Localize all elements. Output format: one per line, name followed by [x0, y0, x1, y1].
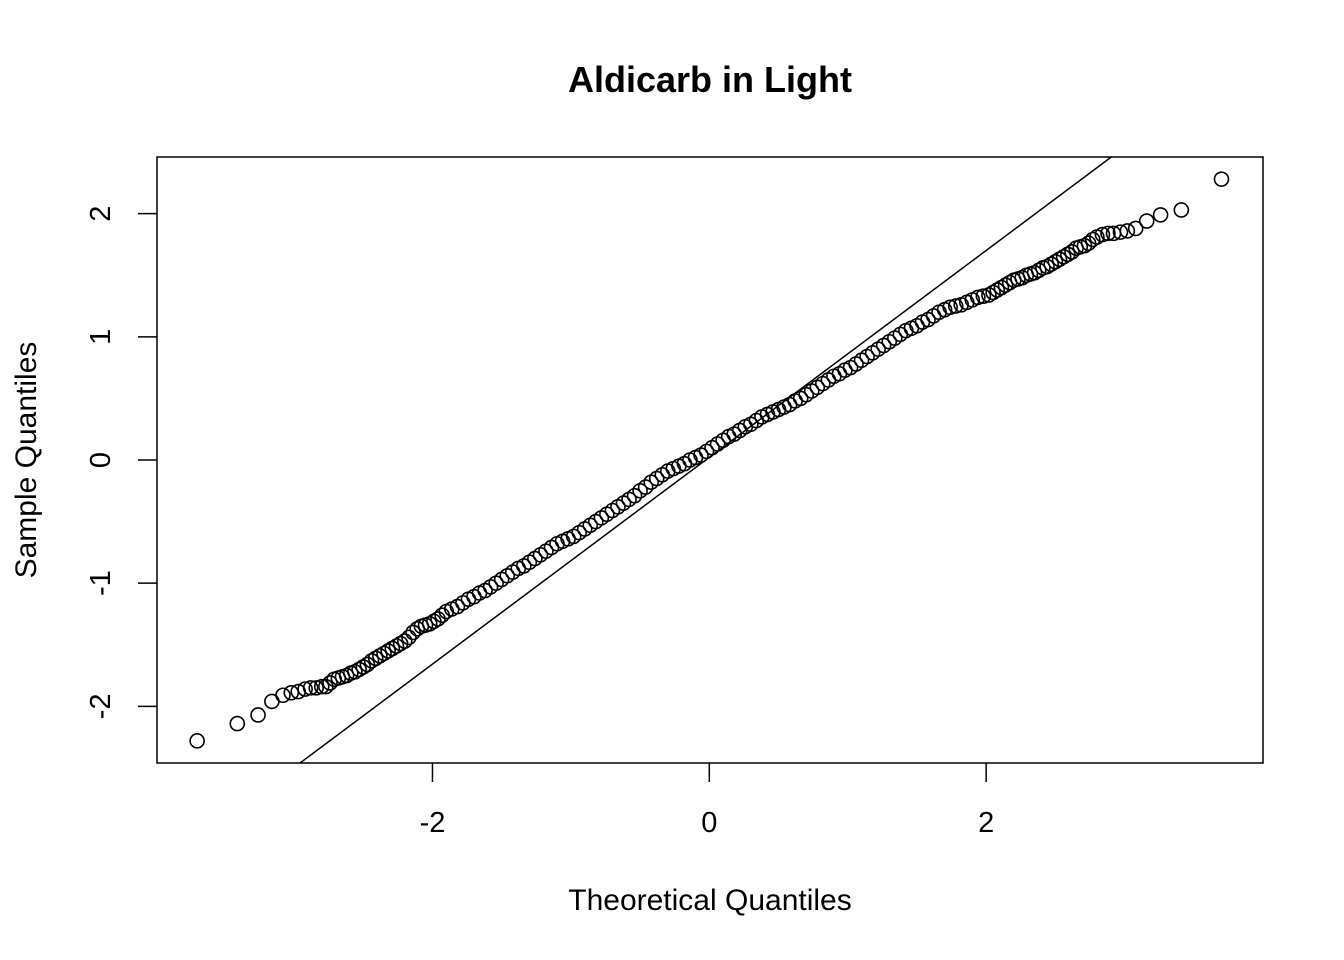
data-point — [380, 643, 396, 659]
data-point — [388, 638, 405, 654]
y-tick-label: -2 — [85, 693, 117, 719]
reference-line — [298, 157, 1113, 763]
y-tick-label: 1 — [85, 329, 117, 345]
data-point — [189, 733, 205, 749]
data-point — [1152, 207, 1169, 223]
data-point — [975, 288, 992, 304]
plot-frame — [156, 156, 1264, 764]
chart-title: Aldicarb in Light — [568, 59, 852, 100]
data-point — [396, 633, 413, 649]
y-axis-label: Sample Quantiles — [10, 342, 43, 579]
data-point — [985, 284, 1001, 301]
data-point — [1127, 220, 1144, 237]
data-point — [297, 681, 313, 697]
x-axis: -2 0 2 — [420, 763, 994, 839]
data-point — [347, 664, 363, 680]
data-point — [942, 299, 958, 316]
data-point — [1026, 264, 1043, 281]
y-tick-label: -1 — [85, 570, 117, 596]
data-point — [1030, 262, 1047, 279]
y-tick-label: 2 — [85, 206, 117, 222]
data-point — [351, 661, 367, 678]
data-point — [1100, 225, 1116, 242]
data-point — [275, 687, 291, 704]
data-point — [302, 680, 319, 696]
data-point — [947, 298, 964, 314]
data-point — [372, 648, 388, 664]
data-point — [1084, 231, 1101, 248]
data-point — [384, 640, 401, 657]
data-point — [1051, 251, 1068, 268]
data-point — [421, 616, 438, 632]
data-point — [1138, 213, 1155, 229]
data-points — [189, 171, 1230, 749]
data-point — [308, 680, 324, 696]
data-point — [1173, 202, 1190, 218]
data-point — [1064, 244, 1080, 260]
data-point — [989, 282, 1006, 298]
data-point — [229, 715, 246, 732]
y-tick-label: 0 — [85, 452, 117, 468]
data-point — [626, 487, 643, 504]
data-point — [1094, 226, 1111, 243]
x-tick-label: 2 — [978, 807, 994, 839]
data-point — [1043, 256, 1060, 272]
data-point — [637, 479, 654, 495]
data-point — [401, 629, 417, 646]
data-point — [338, 667, 355, 684]
data-point — [376, 645, 392, 662]
x-tick-label: -2 — [420, 807, 446, 839]
data-point — [1055, 248, 1072, 265]
data-point — [981, 287, 997, 303]
data-point — [1213, 171, 1230, 187]
data-point — [363, 652, 380, 669]
data-point — [313, 678, 330, 695]
data-point — [997, 277, 1014, 293]
data-point — [322, 675, 338, 691]
data-point — [1112, 224, 1129, 240]
data-point — [430, 611, 446, 627]
x-axis-label: Theoretical Quantiles — [568, 884, 851, 917]
y-axis: -2 -1 0 1 2 — [85, 206, 157, 719]
data-point — [1047, 253, 1064, 270]
data-point — [970, 289, 986, 306]
data-point — [1119, 223, 1136, 239]
x-tick-label: 0 — [701, 807, 717, 839]
data-point — [1039, 258, 1055, 275]
data-point — [993, 279, 1010, 296]
data-point — [367, 650, 384, 667]
data-point — [250, 707, 266, 723]
